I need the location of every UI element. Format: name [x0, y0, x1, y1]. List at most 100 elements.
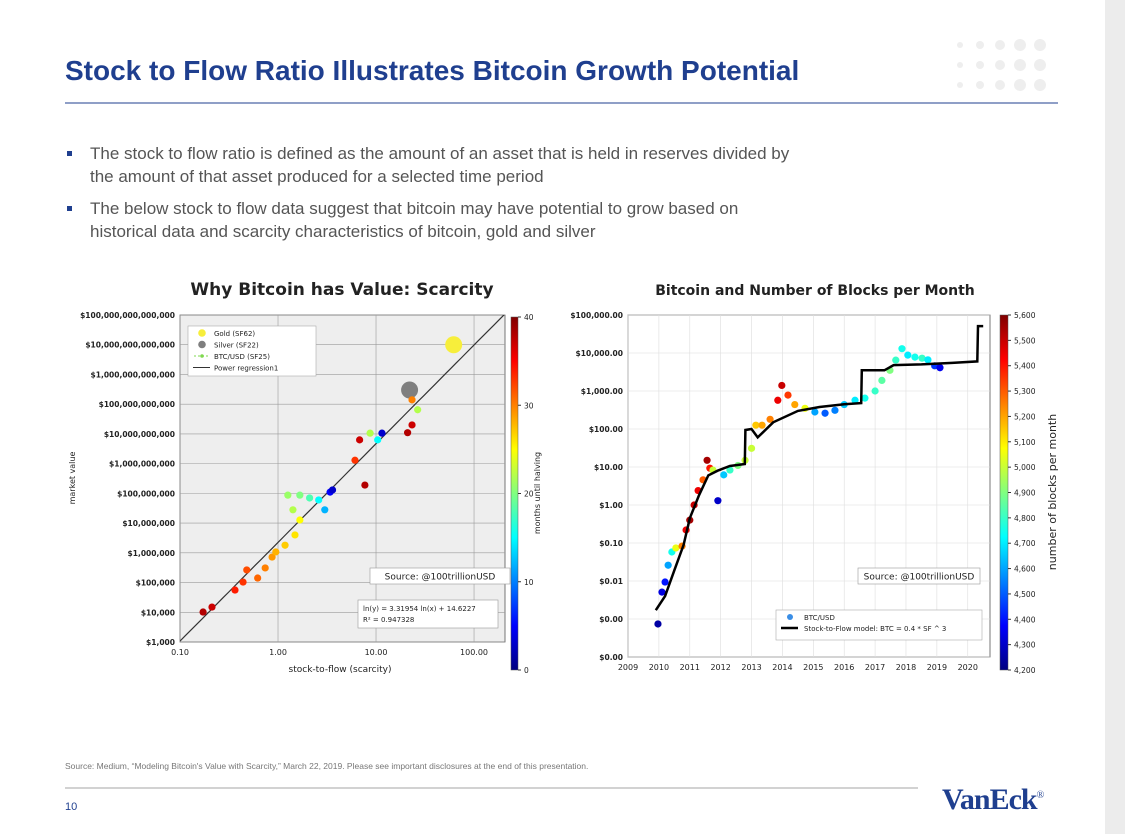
point — [315, 496, 323, 504]
point — [664, 561, 672, 569]
x-tick-label: 2016 — [834, 663, 854, 672]
point — [356, 436, 364, 444]
side-strip — [1105, 0, 1125, 834]
legend-label: Silver (SF22) — [214, 342, 259, 350]
x-tick-label: 2017 — [865, 663, 885, 672]
y-tick-label: $1,000,000,000 — [109, 460, 175, 469]
plot-area — [627, 314, 991, 658]
x-tick-label: 1.00 — [269, 648, 287, 657]
y-tick-label: $100,000,000,000,000 — [80, 311, 175, 320]
point — [720, 471, 728, 479]
legend-label: Gold (SF62) — [214, 330, 255, 338]
colorbar-tick-label: 4,400 — [1014, 615, 1036, 624]
colorbar-tick-label: 5,000 — [1014, 463, 1036, 472]
point — [305, 494, 314, 502]
point — [408, 396, 416, 404]
point — [199, 608, 207, 616]
chart: Why Bitcoin has Value: Scarcity $1,000 $10… — [68, 280, 542, 675]
annotation: ln(y) = 3.31954 ln(x) + 14.6227 — [363, 605, 476, 613]
point — [766, 415, 774, 423]
y-tick-label: $10,000,000 — [122, 519, 175, 528]
legend-marker — [787, 614, 793, 620]
point — [811, 408, 819, 416]
point — [321, 506, 329, 514]
point — [752, 421, 760, 429]
logo-mark: ® — [1036, 790, 1045, 801]
colorbar-tick-label: 4,700 — [1014, 539, 1036, 548]
colorbar-tick-label: 5,300 — [1014, 387, 1036, 396]
y-tick-label: $0.10 — [599, 539, 623, 548]
x-tick-label: 2013 — [741, 663, 761, 672]
y-tick-label: $100,000,000,000 — [99, 400, 175, 409]
point — [243, 566, 251, 574]
bullet-list: The stock to flow ratio is defined as th… — [65, 142, 825, 252]
chart-title: Why Bitcoin has Value: Scarcity — [190, 280, 493, 300]
colorbar-tick-label: 10 — [524, 578, 534, 587]
logo-text: VanEck — [942, 783, 1038, 816]
y-tick-label: $10.00 — [594, 463, 623, 472]
annotation: Source: @100trillionUSD — [385, 573, 496, 583]
point — [378, 429, 386, 437]
legend-label: Stock-to-Flow model: BTC = 0.4 * SF ^ 3 — [804, 625, 946, 633]
x-tick-label: 2018 — [896, 663, 916, 672]
point — [871, 387, 879, 395]
plot-marks — [180, 315, 505, 642]
slide-title: Stock to Flow Ratio Illustrates Bitcoin … — [65, 55, 800, 86]
colorbar-tick-label: 4,900 — [1014, 489, 1036, 498]
legend-marker — [198, 340, 206, 349]
logo: VanEck® — [942, 783, 1045, 817]
y-tick-label: $10,000.00 — [576, 349, 623, 358]
y-tick-label: $1,000,000 — [128, 549, 175, 558]
legend-box — [775, 609, 983, 641]
colorbar-tick-label: 5,600 — [1014, 311, 1036, 320]
point — [231, 586, 239, 594]
point — [791, 400, 799, 409]
fit-line — [180, 315, 505, 642]
bullet: The below stock to flow data suggest tha… — [65, 197, 805, 243]
legend-marker — [198, 329, 206, 337]
colorbar-tick-label: 4,300 — [1014, 641, 1036, 650]
annotation-box — [857, 567, 981, 585]
colorbar-tick-label: 20 — [524, 490, 534, 499]
colorbar-tick-label: 4,500 — [1014, 590, 1036, 599]
point — [892, 356, 900, 364]
point — [778, 381, 786, 390]
annotation: R² = 0.947328 — [363, 616, 414, 624]
x-tick-label: 2015 — [803, 663, 823, 672]
annotation-box — [369, 567, 511, 585]
point — [374, 436, 382, 444]
point — [401, 381, 419, 399]
footnote: Source: Medium, “Modeling Bitcoin's Valu… — [65, 761, 589, 771]
y-tick-label: $100.00 — [589, 425, 623, 434]
y-tick-label: $100,000.00 — [570, 311, 623, 320]
point — [747, 444, 756, 452]
x-axis-label: stock-to-flow (scarcity) — [289, 665, 392, 675]
point — [328, 486, 337, 494]
y-tick-label: $10,000,000,000 — [104, 430, 175, 439]
x-tick-label: 100.00 — [460, 648, 488, 657]
x-tick-label: 2019 — [927, 663, 947, 672]
colorbar-tick-label: 4,200 — [1014, 666, 1036, 675]
point — [861, 394, 869, 402]
colorbar-tick-label: 0 — [524, 666, 529, 675]
point — [918, 354, 926, 362]
y-tick-label: $10,000,000,000,000 — [85, 341, 175, 350]
point — [296, 516, 304, 524]
y-axis-label: market value — [68, 452, 77, 505]
point — [408, 421, 416, 429]
annotation: Source: @100trillionUSD — [864, 573, 975, 583]
x-tick-label: 2012 — [710, 663, 730, 672]
colorbar-tick-label: 40 — [524, 313, 534, 322]
colorbar — [510, 316, 519, 671]
point — [296, 491, 304, 499]
legend-label: BTC/USD — [804, 614, 835, 622]
colorbar-tick-label: 5,400 — [1014, 362, 1036, 371]
point — [239, 578, 247, 586]
colorbar-tick-label: 30 — [524, 401, 534, 410]
x-tick-label: 2020 — [958, 663, 978, 672]
colorbar-tick-label: 5,100 — [1014, 438, 1036, 447]
x-tick-label: 2009 — [618, 663, 638, 672]
colorbar-label: months until halving — [533, 452, 542, 534]
colorbar-tick-label: 4,800 — [1014, 514, 1036, 523]
